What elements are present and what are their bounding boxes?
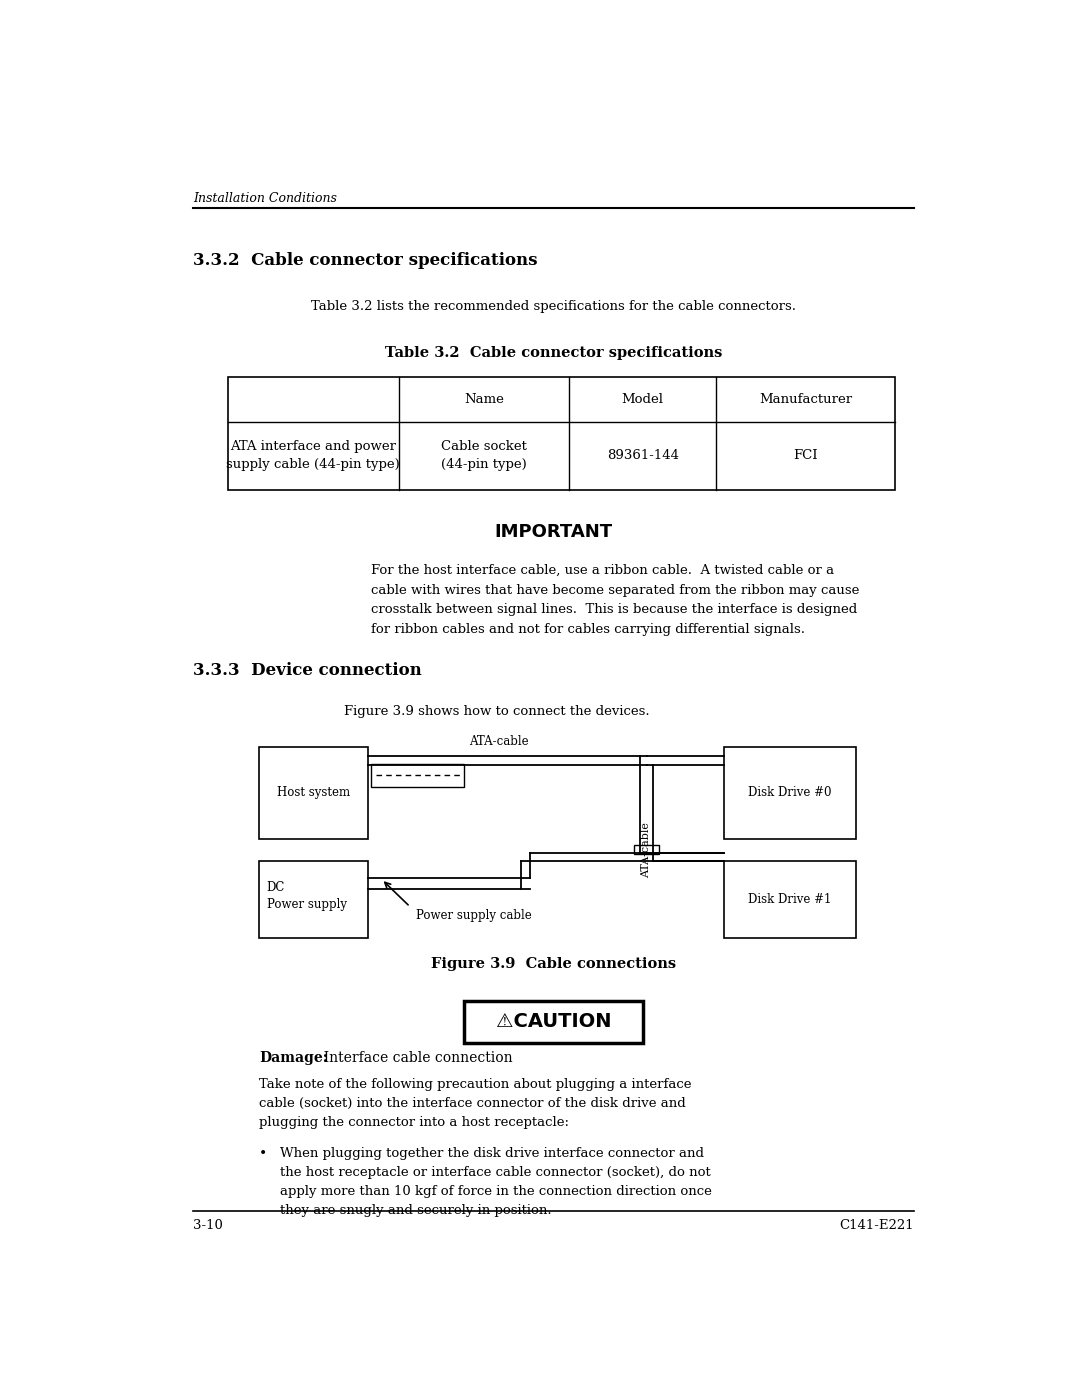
Text: DC
Power supply: DC Power supply [267,882,347,911]
Text: ⚠CAUTION: ⚠CAUTION [496,1013,611,1031]
Text: Name: Name [463,393,503,407]
Text: For the host interface cable, use a ribbon cable.  A twisted cable or a
cable wi: For the host interface cable, use a ribb… [372,564,860,636]
Text: Table 3.2  Cable connector specifications: Table 3.2 Cable connector specifications [384,346,723,360]
Bar [259,861,367,937]
Text: C141-E221: C141-E221 [839,1218,914,1232]
Text: When plugging together the disk drive interface connector and
the host receptacl: When plugging together the disk drive in… [280,1147,712,1217]
Text: 89361-144: 89361-144 [607,448,678,462]
Text: ATA-cable: ATA-cable [642,821,651,877]
Text: Power supply cable: Power supply cable [416,909,532,922]
Text: 3.3.2  Cable connector specifications: 3.3.2 Cable connector specifications [193,253,538,270]
Text: IMPORTANT: IMPORTANT [495,524,612,542]
Text: 3-10: 3-10 [193,1218,222,1232]
Text: Take note of the following precaution about plugging a interface
cable (socket) : Take note of the following precaution ab… [259,1077,691,1129]
Text: Disk Drive #0: Disk Drive #0 [748,787,832,799]
Text: Figure 3.9 shows how to connect the devices.: Figure 3.9 shows how to connect the devi… [345,705,650,718]
Text: Damage:: Damage: [259,1051,328,1065]
Text: Interface cable connection: Interface cable connection [314,1051,512,1065]
Text: ATA-cable: ATA-cable [470,735,529,749]
Bar [724,861,855,937]
Text: Installation Conditions: Installation Conditions [193,193,337,205]
Bar [259,746,367,840]
Text: Cable socket
(44-pin type): Cable socket (44-pin type) [441,440,527,471]
Bar [724,746,855,840]
Text: Host system: Host system [276,787,350,799]
Bar [464,1000,643,1044]
Text: •: • [259,1147,267,1161]
Text: FCI: FCI [793,448,818,462]
Bar [634,845,659,855]
Text: 3.3.3  Device connection: 3.3.3 Device connection [193,662,422,679]
Text: Manufacturer: Manufacturer [759,393,852,407]
Text: ATA interface and power
supply cable (44-pin type): ATA interface and power supply cable (44… [227,440,400,471]
Text: Model: Model [622,393,663,407]
Text: Disk Drive #1: Disk Drive #1 [748,893,832,905]
Text: Figure 3.9  Cable connections: Figure 3.9 Cable connections [431,957,676,971]
Bar [228,377,894,489]
Text: Table 3.2 lists the recommended specifications for the cable connectors.: Table 3.2 lists the recommended specific… [311,300,796,313]
Bar [372,764,464,787]
